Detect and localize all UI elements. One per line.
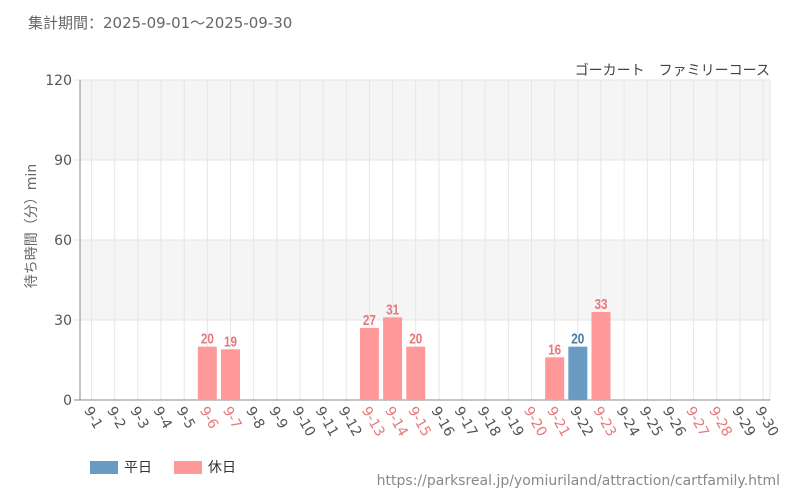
x-tick-label: 9-21 bbox=[543, 404, 573, 440]
y-tick-label: 90 bbox=[54, 153, 72, 169]
bar bbox=[568, 346, 588, 400]
x-tick-label: 9-5 bbox=[173, 404, 198, 432]
x-tick-labels: 9-19-29-39-49-59-69-79-89-99-109-119-129… bbox=[80, 404, 781, 440]
legend: 平日 休日 bbox=[90, 457, 258, 477]
bars bbox=[197, 312, 611, 400]
x-tick-label: 9-14 bbox=[381, 404, 411, 440]
x-tick-label: 9-18 bbox=[474, 404, 504, 440]
x-tick-label: 9-11 bbox=[312, 404, 342, 440]
legend-swatch-weekday bbox=[90, 460, 118, 474]
bar-value-label: 20 bbox=[571, 330, 584, 347]
source-url: https://parksreal.jp/yomiuriland/attract… bbox=[376, 473, 780, 489]
x-tick-label: 9-15 bbox=[404, 404, 434, 440]
bar-value-label: 20 bbox=[201, 330, 214, 347]
x-tick-label: 9-4 bbox=[150, 404, 175, 432]
legend-item-holiday[interactable]: 休日 bbox=[174, 457, 236, 477]
legend-swatch-holiday bbox=[174, 460, 202, 474]
bar bbox=[221, 349, 240, 400]
x-tick-label: 9-25 bbox=[636, 404, 666, 440]
attraction-name: ゴーカート ファミリーコース bbox=[574, 63, 770, 79]
bar bbox=[359, 328, 379, 400]
background-band bbox=[80, 240, 770, 320]
x-tick-label: 9-28 bbox=[705, 404, 735, 440]
plot-background-bands bbox=[80, 80, 770, 320]
legend-label-holiday: 休日 bbox=[208, 460, 236, 476]
x-tick-label: 9-24 bbox=[613, 404, 643, 440]
bar-value-label: 19 bbox=[224, 333, 237, 350]
bar-value-label: 31 bbox=[386, 301, 399, 318]
bar bbox=[383, 317, 403, 400]
bar-value-label: 27 bbox=[363, 312, 376, 329]
y-tick-label: 60 bbox=[54, 233, 72, 249]
x-tick-label: 9-20 bbox=[520, 404, 550, 440]
x-tick-label: 9-16 bbox=[427, 404, 457, 440]
x-tick-label: 9-23 bbox=[590, 404, 620, 440]
y-tick-label: 120 bbox=[45, 73, 72, 89]
bar bbox=[591, 312, 611, 400]
x-tick-label: 9-27 bbox=[682, 404, 712, 440]
legend-label-weekday: 平日 bbox=[124, 460, 152, 476]
y-axis-label: 待ち時間（分）min bbox=[24, 164, 40, 288]
legend-item-weekday[interactable]: 平日 bbox=[90, 457, 152, 477]
x-tick-label: 9-29 bbox=[728, 404, 758, 440]
x-tick-label: 9-26 bbox=[659, 404, 689, 440]
bar bbox=[197, 346, 217, 400]
y-tick-label: 30 bbox=[54, 313, 72, 329]
x-tick-label: 9-10 bbox=[289, 404, 319, 440]
x-tick-label: 9-17 bbox=[451, 404, 481, 440]
x-tick-label: 9-9 bbox=[265, 404, 290, 432]
x-tick-label: 9-13 bbox=[358, 404, 388, 440]
y-tick-label: 0 bbox=[63, 393, 72, 409]
x-tick-label: 9-1 bbox=[80, 404, 105, 432]
y-tick-labels: 0 30 60 90 120 bbox=[45, 73, 72, 409]
x-tick-label: 9-2 bbox=[103, 404, 128, 432]
bar-value-label: 16 bbox=[548, 341, 561, 358]
bar-value-label: 20 bbox=[409, 330, 422, 347]
bar bbox=[406, 346, 426, 400]
x-tick-label: 9-3 bbox=[126, 404, 151, 432]
period-text: 集計期間：2025-09-01～2025-09-30 bbox=[28, 14, 293, 32]
x-tick-label: 9-30 bbox=[752, 404, 782, 440]
bar-value-labels: 20 19 27 31 20 16 20 33 bbox=[201, 296, 608, 358]
x-tick-label: 9-7 bbox=[219, 404, 244, 432]
x-tick-label: 9-12 bbox=[335, 404, 365, 440]
x-tick-label: 9-8 bbox=[242, 404, 267, 432]
x-tick-label: 9-22 bbox=[566, 404, 596, 440]
x-tick-label: 9-19 bbox=[497, 404, 527, 440]
bar-value-label: 33 bbox=[594, 296, 607, 313]
background-band bbox=[80, 80, 770, 160]
x-tick-label: 9-6 bbox=[196, 404, 221, 432]
bar bbox=[545, 357, 565, 400]
